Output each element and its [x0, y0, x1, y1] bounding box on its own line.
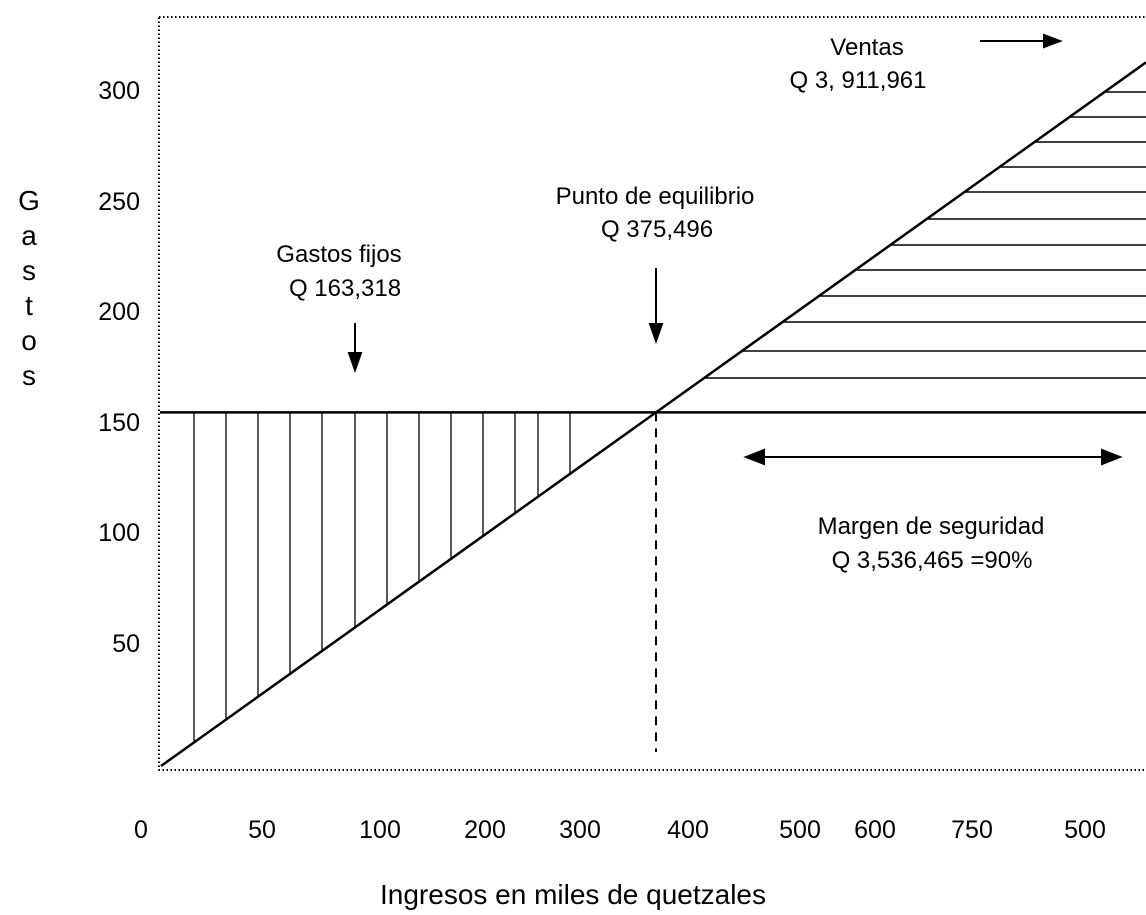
ventas-arrow-head [1043, 33, 1063, 49]
margen-label: Margen de seguridad [818, 513, 1045, 540]
gastos-fijos-value: Q 163,318 [289, 275, 401, 302]
x-tick-label: 400 [667, 816, 709, 844]
plot-frame [158, 16, 1146, 771]
margen-arrow-head-left [743, 448, 765, 466]
sales-line [160, 61, 1146, 768]
y-tick-label: 100 [98, 519, 140, 547]
equilibrio-arrow-head [648, 323, 664, 345]
equilibrio-value: Q 375,496 [601, 216, 713, 243]
margen-value: Q 3,536,465 =90% [832, 547, 1033, 574]
profit-hatch [704, 91, 1146, 379]
equilibrio-label: Punto de equilibrio [556, 183, 755, 210]
x-tick-label: 0 [134, 816, 148, 844]
gastos-fijos-arrow-head [347, 352, 363, 374]
y-tick-labels: 300 250 200 150 100 50 [98, 77, 140, 658]
y-tick-label: 50 [112, 630, 140, 658]
x-tick-label: 300 [559, 816, 601, 844]
margen-arrow-head-right [1101, 448, 1123, 466]
y-tick-label: 200 [98, 298, 140, 326]
ventas-value: Q 3, 911,961 [790, 67, 927, 94]
x-tick-label: 750 [951, 816, 993, 844]
x-tick-label: 50 [248, 816, 276, 844]
ventas-label: Ventas [830, 34, 903, 61]
y-tick-label: 250 [98, 188, 140, 216]
gastos-fijos-label: Gastos fijos [276, 241, 401, 268]
arrows [347, 33, 1123, 466]
x-tick-label: 500 [779, 816, 821, 844]
x-tick-label: 100 [359, 816, 401, 844]
x-axis-title: Ingresos en miles de quetzales [380, 879, 766, 910]
x-tick-labels: 0 50 100 200 300 400 500 600 750 500 [134, 816, 1106, 844]
y-tick-label: 300 [98, 77, 140, 105]
y-tick-label: 150 [98, 409, 140, 437]
x-tick-label: 600 [854, 816, 896, 844]
x-tick-label: 200 [464, 816, 506, 844]
x-tick-label: 500 [1064, 816, 1106, 844]
fixed-cost-hatch [193, 412, 571, 743]
